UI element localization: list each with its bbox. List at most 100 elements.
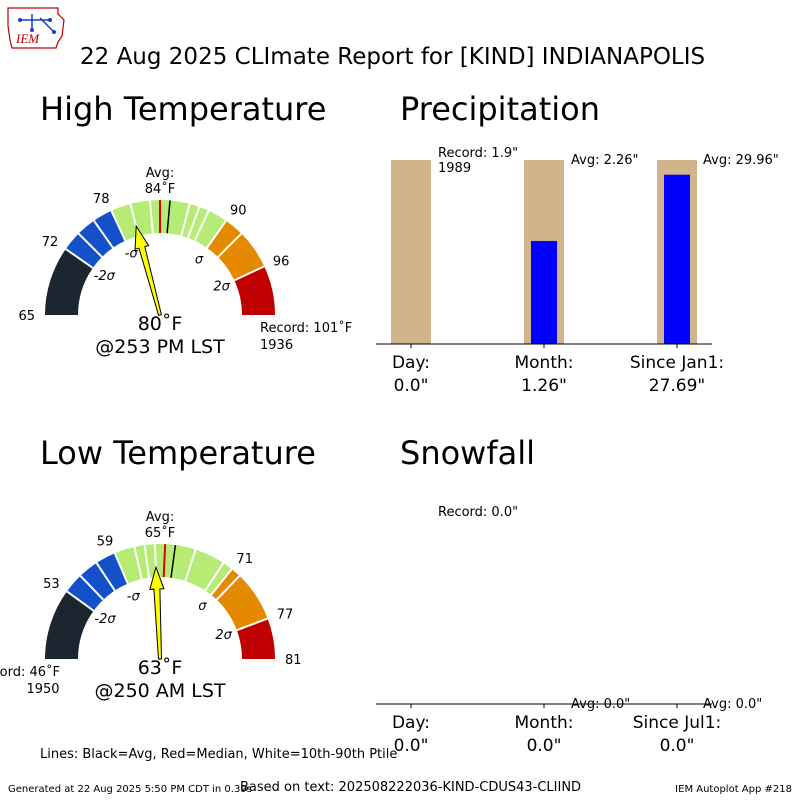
- gauge-tick-label: 72: [42, 235, 59, 250]
- gauge-tick-label: 59: [97, 534, 114, 549]
- gauge-tick-label: 78: [93, 192, 110, 207]
- gauge-tick-label: 90: [230, 203, 247, 218]
- bar-avg-label: Avg: 0.0": [571, 697, 630, 712]
- page-title: 22 Aug 2025 CLImate Report for [KIND] IN…: [80, 44, 706, 70]
- gauge-divider: [65, 248, 94, 269]
- bar-value-label: 0.0": [527, 736, 562, 756]
- gauge-sigma-label: σ: [198, 599, 207, 614]
- gauge-divider: [77, 232, 103, 258]
- gauge-avg-label: Avg:: [146, 510, 174, 525]
- bar-record-year: 1989: [438, 161, 471, 176]
- bar-value-label: 0.0": [660, 736, 695, 756]
- gauge-tick-label: 71: [236, 552, 253, 567]
- bar-value-label: 0.0": [394, 376, 429, 396]
- logo-text: IEM: [15, 31, 40, 46]
- gauge-avg-line: [170, 544, 177, 578]
- gauge-divider: [206, 220, 227, 249]
- bar-record-label: Record: 0.0": [438, 505, 518, 520]
- bar-category-label: Since Jan1:: [630, 353, 724, 373]
- bar-value-label: 27.69": [649, 376, 706, 396]
- gauge-band: [45, 591, 94, 659]
- gauge-median-line: [162, 544, 167, 578]
- gauge-time-label: @253 PM LST: [95, 336, 225, 358]
- gauge-tick-label: 77: [277, 608, 294, 623]
- bar-category-label: Month:: [514, 713, 573, 733]
- bar-category-label: Since Jul1:: [633, 713, 722, 733]
- gauge-time-label: @250 AM LST: [95, 680, 226, 702]
- gauge-record-year: 1936: [260, 338, 293, 353]
- gauge-percentile-line: [180, 203, 191, 237]
- bar-category-label: Day:: [392, 353, 430, 373]
- gauge-avg-label: Avg:: [146, 166, 174, 181]
- gauge-tick-label: 53: [43, 577, 60, 592]
- gauge-observed-value: 63˚F: [138, 657, 183, 679]
- bar-record-label: Record: 1.9": [438, 146, 518, 161]
- gauge-tick-label: 81: [285, 653, 302, 668]
- bar-avg-label: Avg: 0.0": [703, 697, 762, 712]
- gauge-percentile-line: [204, 562, 225, 592]
- gauge-title: High Temperature: [40, 90, 326, 128]
- gauge-sigma-label: 2σ: [213, 279, 230, 294]
- gauge-percentile-line: [148, 200, 154, 234]
- bar-observed: [531, 240, 557, 344]
- bar-record-avg: [391, 160, 431, 344]
- gauge-band: [211, 569, 268, 631]
- lines-note: Lines: Black=Avg, Red=Median, White=10th…: [40, 747, 398, 762]
- gauge-divider: [113, 552, 129, 584]
- footer-app: IEM Autoplot App #218: [675, 784, 792, 795]
- gauge-band: [114, 544, 232, 595]
- gauge-avg-line: [166, 200, 171, 234]
- gauge-observed-value: 80˚F: [138, 313, 183, 335]
- gauge-band: [234, 266, 275, 315]
- bar-value-label: 1.26": [521, 376, 567, 396]
- gauge-divider: [210, 568, 233, 596]
- gauge-tick-label: 65: [18, 309, 35, 324]
- gauge-percentile-line: [143, 544, 150, 578]
- footer-based-on: Based on text: 202508222036-KIND-CDUS43-…: [240, 780, 582, 795]
- gauge-divider: [236, 617, 269, 632]
- gauge-percentile-line: [187, 206, 201, 239]
- gauge-divider: [215, 575, 241, 601]
- gauge-needle: [149, 565, 165, 660]
- bar-observed: [664, 174, 690, 344]
- bar-panel-title: Snowfall: [400, 434, 535, 472]
- gauge-tick-label: 96: [273, 254, 290, 269]
- gauge-band: [207, 220, 265, 281]
- bar-category-label: Month:: [514, 353, 573, 373]
- bar-avg-label: Avg: 29.96": [703, 153, 779, 168]
- gauge-sigma-label: -σ: [127, 589, 141, 604]
- gauge-band: [65, 210, 126, 268]
- gauge-divider: [110, 210, 127, 242]
- gauge-sigma-label: 2σ: [215, 628, 232, 643]
- gauge-band: [45, 249, 93, 315]
- gauge-avg-value: 84˚F: [145, 181, 176, 197]
- footer-generated: Generated at 22 Aug 2025 5:50 PM CDT in …: [8, 784, 252, 795]
- gauge-divider: [233, 265, 265, 282]
- gauge-sigma-label: -2σ: [94, 612, 116, 627]
- gauge-percentile-line: [184, 549, 197, 582]
- gauge-record-label: Record: 46˚F: [0, 664, 60, 680]
- gauge-sigma-label: σ: [195, 252, 204, 267]
- gauge-divider: [93, 220, 114, 249]
- bar-avg-label: Avg: 2.26": [571, 153, 639, 168]
- bar-value-label: 0.0": [394, 736, 429, 756]
- gauge-title: Low Temperature: [40, 434, 316, 472]
- gauge-divider: [217, 232, 243, 258]
- gauge-band: [66, 553, 128, 611]
- gauge-record-year: 1950: [26, 682, 59, 697]
- bar-category-label: Day:: [392, 713, 430, 733]
- gauge-sigma-label: -2σ: [94, 269, 116, 284]
- gauge-divider: [66, 590, 95, 612]
- gauge-percentile-line: [133, 546, 143, 580]
- gauge-avg-value: 65˚F: [145, 525, 176, 541]
- gauge-sigma-label: -σ: [125, 246, 139, 261]
- gauge-record-label: Record: 101˚F: [260, 320, 352, 336]
- gauge-band: [236, 618, 275, 659]
- gauge-divider: [79, 575, 105, 601]
- gauge-divider: [95, 562, 116, 592]
- gauge-percentile-line: [193, 210, 210, 242]
- bar-panel-title: Precipitation: [400, 90, 600, 128]
- gauge-needle: [134, 224, 162, 317]
- iem-logo: IEM: [7, 7, 65, 49]
